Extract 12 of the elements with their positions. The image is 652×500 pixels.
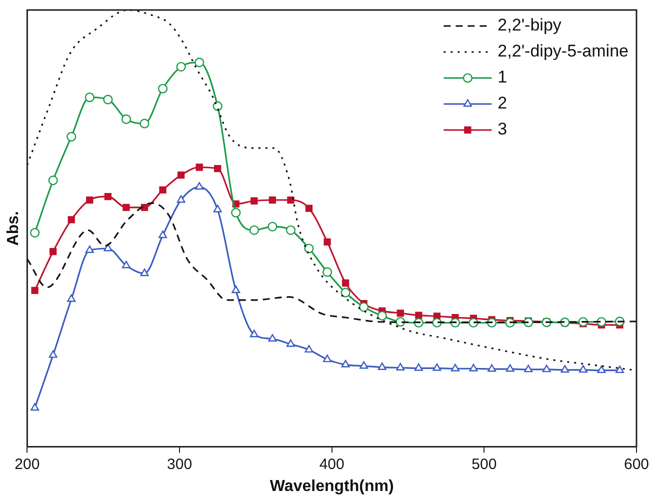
legend-label: 2 [498, 94, 508, 113]
legend-label: 2,2'-bipy [498, 16, 562, 35]
legend-label: 1 [498, 68, 508, 87]
legend-label: 2,2'-dipy-5-amine [498, 42, 628, 61]
legend-label: 3 [498, 120, 508, 139]
x-tick-label: 300 [167, 456, 192, 473]
x-tick-label: 400 [319, 456, 344, 473]
x-tick-label: 500 [472, 456, 497, 473]
x-tick-label: 600 [624, 456, 649, 473]
x-tick-label: 200 [14, 456, 40, 473]
y-axis-title: Abs. [5, 211, 22, 246]
x-axis-title: Wavelength(nm) [270, 478, 394, 495]
